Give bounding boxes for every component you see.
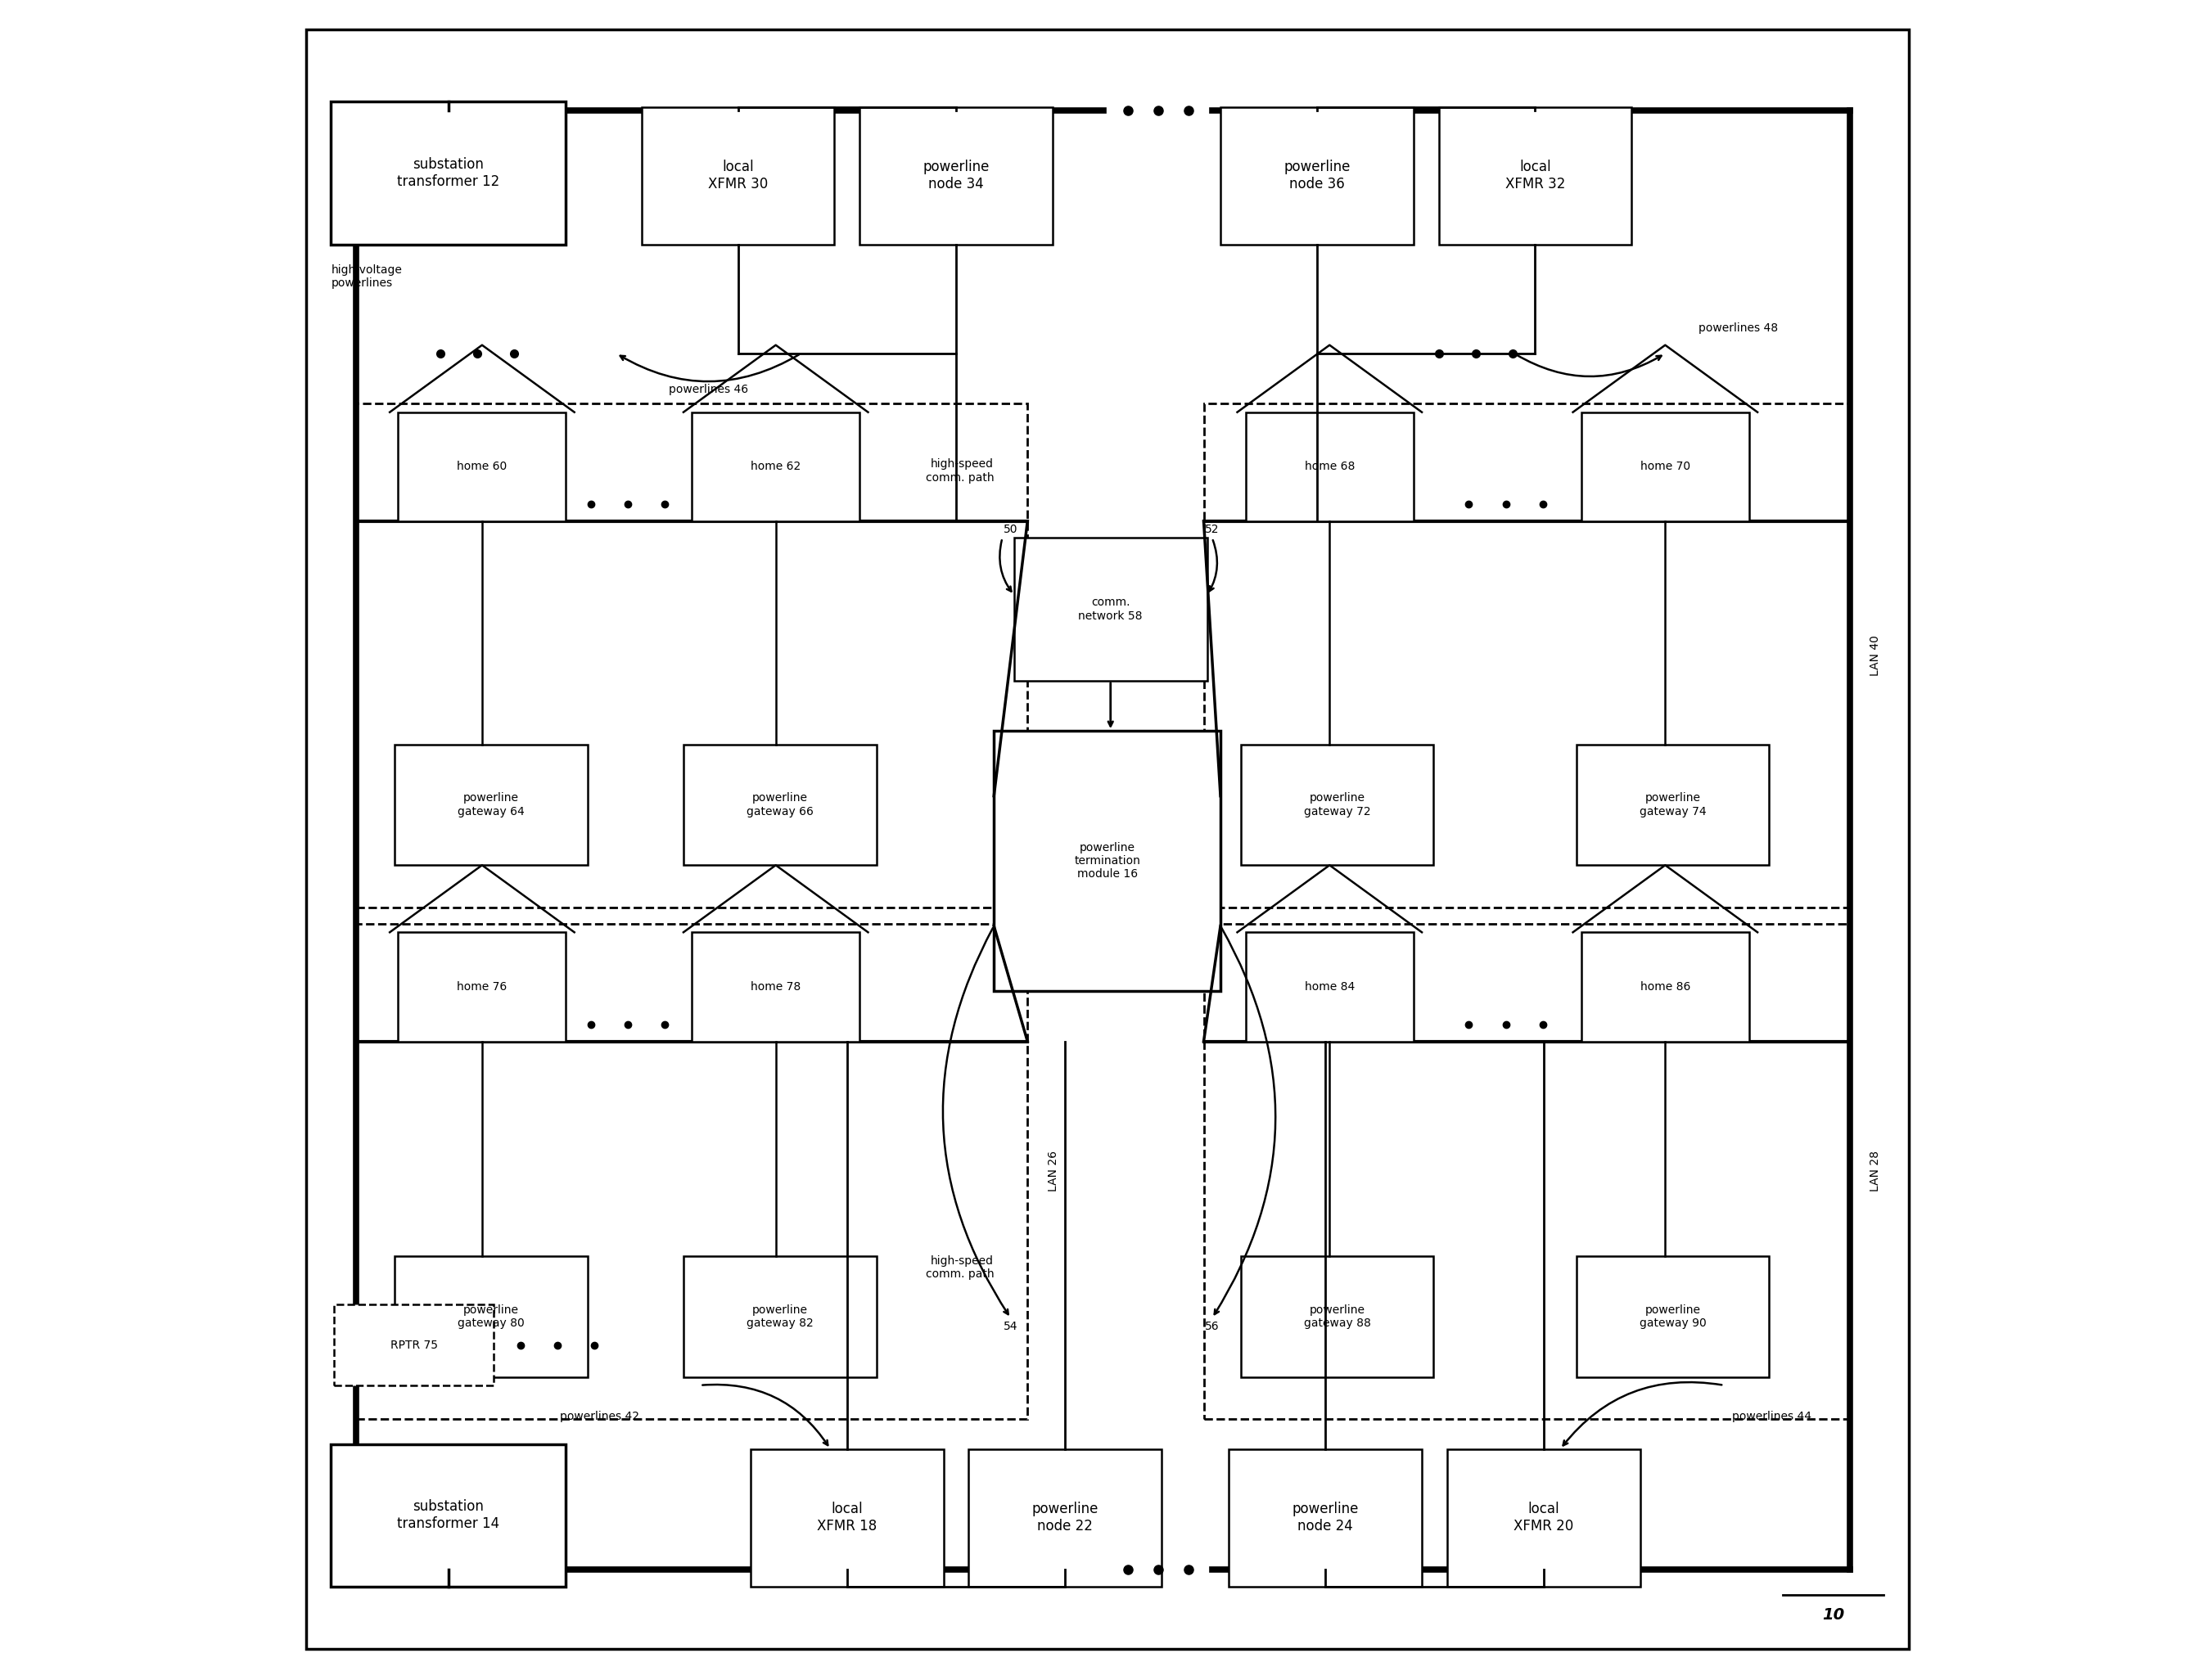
Bar — [331, 1445, 567, 1586]
Bar — [395, 744, 587, 865]
Text: LAN 28: LAN 28 — [1871, 1151, 1882, 1191]
Bar — [693, 932, 860, 1042]
Text: powerline
gateway 72: powerline gateway 72 — [1304, 793, 1370, 816]
Text: high-speed
comm. path: high-speed comm. path — [927, 459, 995, 484]
Text: 56: 56 — [1204, 1320, 1220, 1332]
Text: powerline
node 34: powerline node 34 — [922, 160, 990, 192]
Text: local
XFMR 20: local XFMR 20 — [1513, 1502, 1573, 1534]
Bar — [397, 412, 567, 521]
Bar — [1582, 932, 1749, 1042]
Text: substation
transformer 14: substation transformer 14 — [397, 1500, 501, 1530]
Text: powerline
gateway 88: powerline gateway 88 — [1304, 1304, 1370, 1329]
Text: LAN 38: LAN 38 — [1048, 635, 1059, 675]
Text: powerline
gateway 80: powerline gateway 80 — [459, 1304, 525, 1329]
Text: powerline
gateway 82: powerline gateway 82 — [746, 1304, 814, 1329]
Text: powerline
gateway 74: powerline gateway 74 — [1639, 793, 1705, 816]
Bar — [693, 412, 860, 521]
Text: powerlines 42: powerlines 42 — [560, 1411, 640, 1421]
Bar — [1229, 1450, 1423, 1586]
Text: powerline
gateway 64: powerline gateway 64 — [459, 793, 525, 816]
Bar — [355, 403, 1028, 907]
Text: 10: 10 — [1822, 1608, 1844, 1623]
Bar — [968, 1450, 1163, 1586]
Text: powerline
termination
module 16: powerline termination module 16 — [1074, 842, 1141, 880]
Text: high-speed
comm. path: high-speed comm. path — [927, 1255, 995, 1280]
Text: high-voltage
powerlines: high-voltage powerlines — [331, 264, 401, 289]
Bar — [1246, 932, 1414, 1042]
Text: local
XFMR 32: local XFMR 32 — [1504, 160, 1566, 192]
Text: LAN 26: LAN 26 — [1048, 1151, 1059, 1191]
Bar — [355, 924, 1028, 1420]
Text: 54: 54 — [1004, 1320, 1017, 1332]
Text: powerline
gateway 90: powerline gateway 90 — [1639, 1304, 1705, 1329]
Text: powerline
gateway 66: powerline gateway 66 — [746, 793, 814, 816]
Text: substation
transformer 12: substation transformer 12 — [397, 158, 501, 188]
Text: powerlines 46: powerlines 46 — [668, 383, 748, 395]
Bar — [750, 1450, 944, 1586]
Bar — [395, 1257, 587, 1378]
Text: powerline
node 24: powerline node 24 — [1293, 1502, 1359, 1534]
Bar — [995, 731, 1220, 991]
Text: home 68: home 68 — [1304, 460, 1354, 472]
Text: local
XFMR 18: local XFMR 18 — [816, 1502, 878, 1534]
Bar — [1240, 1257, 1434, 1378]
Text: home 62: home 62 — [750, 460, 801, 472]
Bar — [684, 744, 876, 865]
Bar — [1447, 1450, 1639, 1586]
Text: powerline
node 36: powerline node 36 — [1284, 160, 1350, 192]
Bar — [1240, 744, 1434, 865]
Bar — [331, 102, 567, 244]
Bar — [684, 1257, 876, 1378]
Bar — [1204, 403, 1851, 907]
Bar — [1246, 412, 1414, 521]
Text: 52: 52 — [1204, 524, 1220, 536]
Text: LAN 40: LAN 40 — [1871, 635, 1882, 675]
Bar — [1220, 108, 1414, 244]
Bar — [1577, 1257, 1769, 1378]
Bar — [1577, 744, 1769, 865]
Bar — [642, 108, 834, 244]
Text: home 86: home 86 — [1639, 981, 1690, 993]
Text: home 84: home 84 — [1304, 981, 1354, 993]
Text: local
XFMR 30: local XFMR 30 — [708, 160, 768, 192]
Bar — [1438, 108, 1632, 244]
Text: home 60: home 60 — [457, 460, 507, 472]
Text: home 70: home 70 — [1641, 460, 1690, 472]
Bar — [1582, 412, 1749, 521]
Bar — [335, 1305, 494, 1386]
Bar — [1204, 924, 1851, 1420]
Text: 50: 50 — [1004, 524, 1017, 536]
Text: powerlines 48: powerlines 48 — [1699, 323, 1778, 334]
Bar — [397, 932, 567, 1042]
Text: powerlines 44: powerlines 44 — [1732, 1411, 1811, 1421]
Text: comm.
network 58: comm. network 58 — [1079, 596, 1143, 622]
Bar — [860, 108, 1052, 244]
Text: home 76: home 76 — [457, 981, 507, 993]
Bar — [1015, 538, 1207, 680]
Text: powerline
node 22: powerline node 22 — [1032, 1502, 1099, 1534]
Text: home 78: home 78 — [750, 981, 801, 993]
Text: RPTR 75: RPTR 75 — [390, 1339, 437, 1351]
